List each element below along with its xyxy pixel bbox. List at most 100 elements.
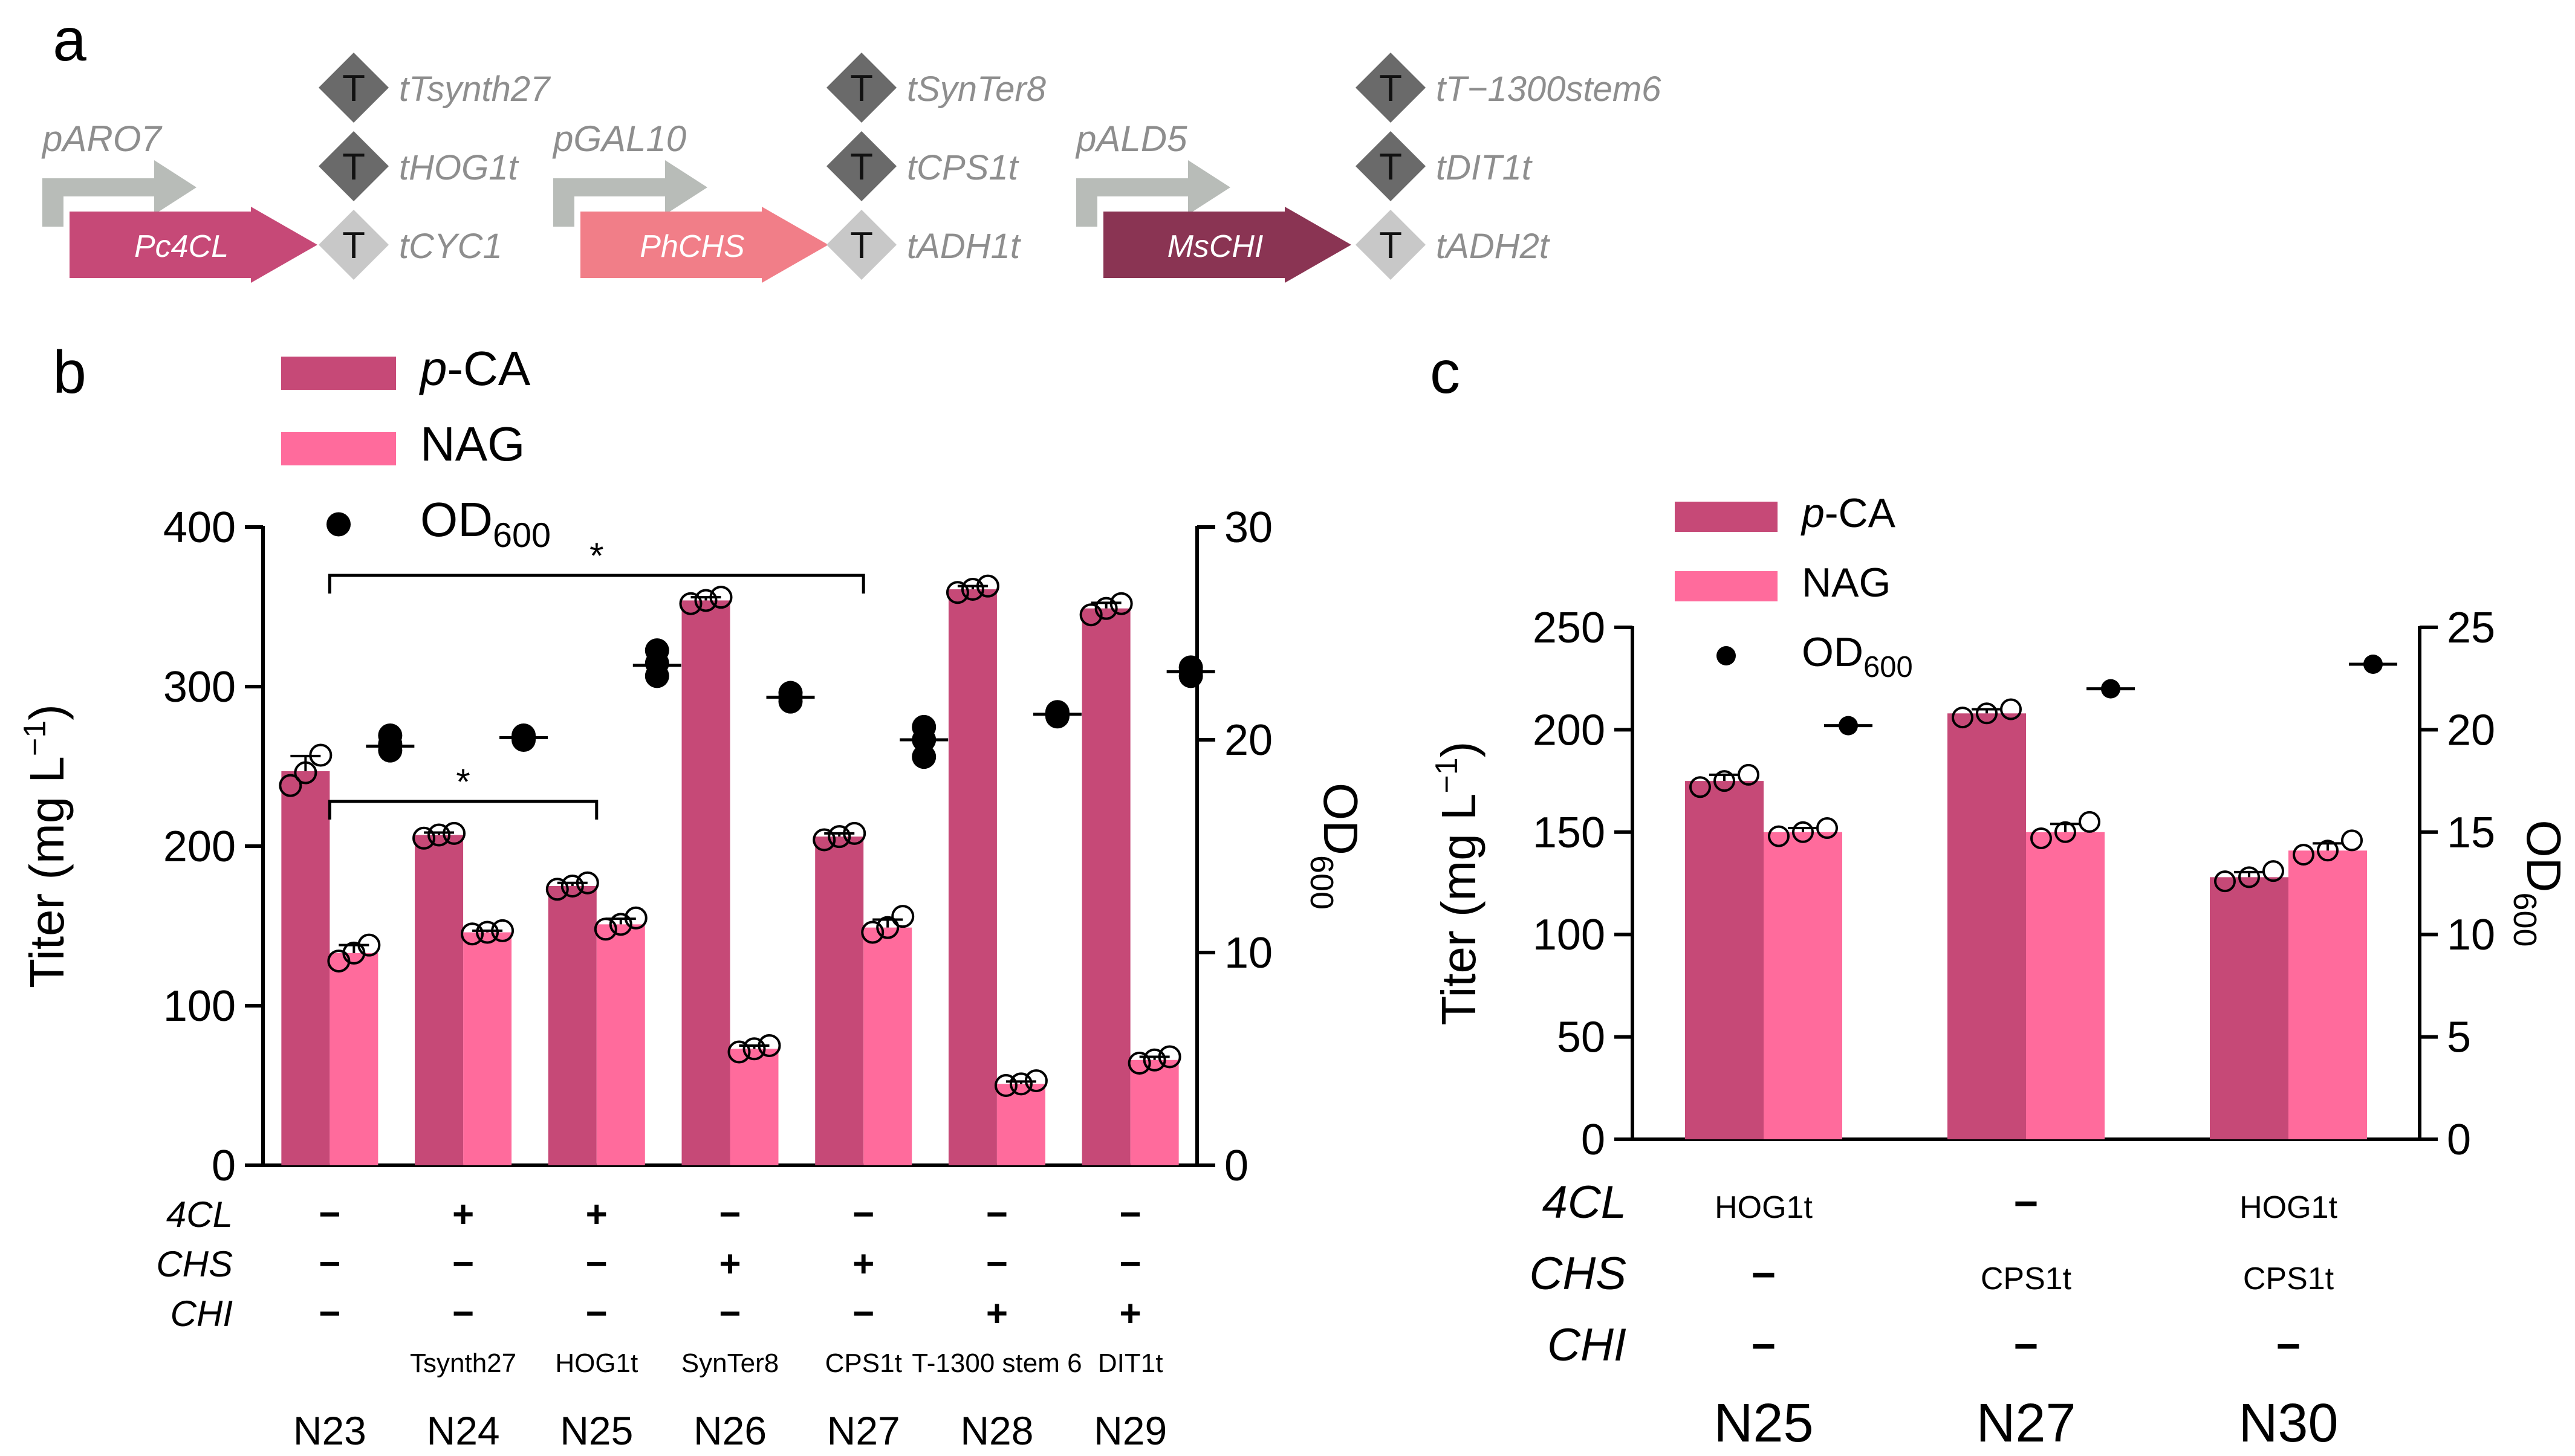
promoter-label: pARO7	[41, 118, 163, 159]
data-point	[1689, 776, 1711, 798]
y2-tick-label: 15	[2447, 809, 2495, 857]
promoter-arrow	[42, 160, 196, 227]
y-tick-label: 150	[1533, 809, 1605, 857]
category-label-N24: N24	[427, 1408, 500, 1453]
data-point	[2054, 821, 2076, 843]
data-point	[1158, 1045, 1181, 1069]
data-point	[2262, 860, 2284, 882]
terminator-symbol: T	[1379, 225, 1402, 267]
bar-nag-N23	[330, 953, 378, 1165]
bar-pca-N29	[1082, 608, 1131, 1165]
genotype-CHS-N25: −	[586, 1243, 608, 1285]
data-point	[594, 917, 617, 941]
data-point	[461, 922, 484, 946]
gene-label: PhCHS	[640, 229, 745, 264]
data-point	[946, 581, 969, 604]
legend-marker-od	[1716, 646, 1736, 665]
genotype-4CL-N27: −	[852, 1194, 874, 1235]
terminator-label: tCPS1t	[907, 148, 1020, 187]
group-N27: − + − CPS1t N27	[813, 714, 949, 1453]
terminator-label: tADH2t	[1436, 227, 1551, 266]
category-label-N25: N25	[1713, 1393, 1813, 1454]
terminator-name-N27: CPS1t	[825, 1348, 902, 1378]
terminator-name-N29: DIT1t	[1098, 1348, 1163, 1378]
group-N29: − − + DIT1t N29	[1079, 592, 1215, 1453]
data-point	[709, 586, 733, 609]
terminator-label: tHOG1t	[399, 148, 519, 187]
od-point	[1045, 700, 1070, 725]
data-point	[412, 826, 436, 850]
bar-pca-N27	[1947, 713, 2026, 1139]
legend-label-pca: p-CA	[1801, 490, 1896, 536]
terminator-label: tADH1t	[907, 227, 1022, 266]
genotype-row-label-CHI: CHI	[1547, 1319, 1626, 1371]
genotype-CHI-N26: −	[719, 1293, 741, 1335]
terminator-symbol: T	[1379, 146, 1402, 188]
genotype-4CL-N26: −	[719, 1194, 741, 1235]
od-point	[778, 681, 803, 705]
y2-axis-label: OD600	[1304, 783, 1368, 910]
gene-label: Pc4CL	[134, 229, 229, 264]
legend-label-pca-prefix: p	[1801, 490, 1825, 536]
legend-label-od-main: OD	[1802, 629, 1863, 675]
group-N26: − + − SynTer8 N26	[679, 586, 815, 1453]
od-point	[511, 723, 536, 748]
data-point	[828, 825, 851, 849]
legend-label-od: OD600	[420, 493, 551, 555]
genotype-CHI-N23: −	[319, 1293, 340, 1335]
data-point	[427, 823, 451, 847]
genotype-CHI-N27: −	[2014, 1322, 2039, 1370]
data-point	[2030, 827, 2052, 849]
data-point	[1009, 1072, 1033, 1096]
data-point	[994, 1074, 1018, 1097]
y-tick-label: 300	[163, 663, 236, 711]
category-label-N30: N30	[2238, 1393, 2338, 1454]
legend-label-od-main: OD	[420, 493, 493, 546]
terminator-symbol: T	[342, 68, 365, 109]
promoter-arrow	[553, 160, 707, 227]
data-point	[1952, 707, 1973, 729]
y2-tick-label: 10	[2447, 911, 2495, 959]
data-point	[2317, 840, 2339, 862]
category-label-N27: N27	[827, 1408, 900, 1453]
genotype-4CL-N30: HOG1t	[2239, 1190, 2337, 1225]
data-point	[1976, 702, 1998, 725]
cassette-3: pALD5 MsCHI T tT−1300stem6 T tDIT1t T tADH2t	[1075, 53, 1661, 283]
gene-label: MsCHI	[1167, 229, 1264, 264]
legend-swatch-pca	[1675, 502, 1778, 532]
promoter-label: pALD5	[1075, 118, 1187, 159]
group-N28: − − + T-1300 stem 6 N28	[912, 574, 1082, 1453]
significance-bracket	[328, 800, 599, 820]
genotype-CHS-N25: −	[1752, 1251, 1776, 1298]
y-tick-label: 400	[163, 503, 236, 552]
y-tick-label: 0	[212, 1142, 236, 1190]
terminator-icon	[319, 53, 389, 123]
bar-nag-N27	[863, 927, 912, 1165]
data-point	[1109, 592, 1133, 615]
data-point	[1079, 603, 1103, 627]
genotype-CHS-N24: −	[452, 1243, 474, 1285]
cassette-2: pGAL10 PhCHS T tSynTer8 T tCPS1t T tADH1t	[552, 53, 1046, 283]
genotype-row-label-4CL: 4CL	[166, 1194, 233, 1235]
legend-label-pca-suffix: -CA	[447, 341, 531, 395]
bar-nag-N28	[996, 1084, 1045, 1165]
terminator-label: tSynTer8	[907, 70, 1046, 109]
data-point	[545, 878, 569, 901]
od-point	[1839, 716, 1858, 736]
y2-axis-label: OD600	[2507, 820, 2571, 946]
legend-label-nag: NAG	[1802, 560, 1891, 606]
y-axis-label-main: Titer (mg L	[20, 756, 74, 988]
y-axis-label-close: )	[20, 704, 74, 720]
genotype-4CL-N25: HOG1t	[1715, 1190, 1813, 1225]
terminator-name-N25: HOG1t	[555, 1348, 638, 1378]
genotype-CHI-N25: −	[586, 1293, 608, 1335]
legend-label-nag: NAG	[420, 417, 525, 471]
gene-arrow	[1103, 207, 1351, 283]
terminator-label: tT−1300stem6	[1436, 70, 1661, 109]
y-tick-label: 0	[1581, 1116, 1605, 1164]
terminator-symbol: T	[342, 225, 365, 267]
significance-bracket	[328, 574, 865, 594]
data-point	[1713, 770, 1735, 792]
panel-c-label: c	[1430, 338, 1460, 406]
